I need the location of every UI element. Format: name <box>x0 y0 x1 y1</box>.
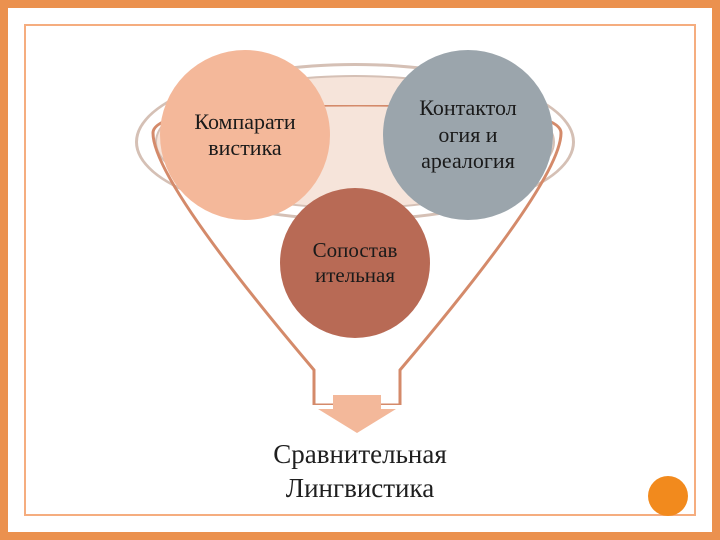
circle-left-label: Компаративистика <box>194 109 295 162</box>
circle-mid-label: Сопоставительная <box>313 238 398 288</box>
circle-contrastive: Сопоставительная <box>280 188 430 338</box>
conclusion-line2: Лингвистика <box>286 473 434 503</box>
conclusion-text: Сравнительная Лингвистика <box>210 438 510 506</box>
down-arrow-icon <box>318 395 396 433</box>
conclusion-line1: Сравнительная <box>273 439 447 469</box>
circle-right-label: Контактология иареалогия <box>419 95 516 174</box>
corner-dot-icon <box>648 476 688 516</box>
circle-comparativistics: Компаративистика <box>160 50 330 220</box>
circle-contactology: Контактология иареалогия <box>383 50 553 220</box>
